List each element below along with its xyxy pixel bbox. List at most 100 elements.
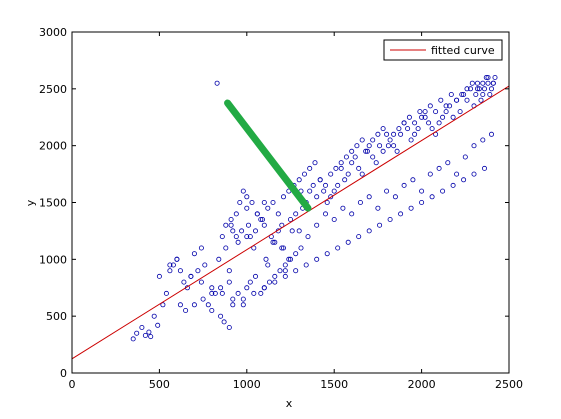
data-point — [258, 290, 264, 296]
data-point — [155, 322, 161, 328]
axes-layer: 0 500 1000 1500 2000 2500 0 500 1000 1500 2000 2500… — [39, 26, 523, 391]
data-point — [307, 188, 313, 194]
data-point — [433, 109, 439, 115]
data-point — [342, 177, 348, 183]
data-point — [314, 194, 320, 200]
data-point — [282, 273, 288, 279]
data-point — [387, 216, 393, 222]
data-point — [471, 171, 477, 177]
data-point — [483, 75, 489, 81]
data-point — [287, 256, 293, 262]
data-point — [266, 279, 272, 285]
data-point — [252, 228, 258, 234]
data-point — [487, 92, 493, 98]
y-tick-label: 1000 — [39, 253, 67, 266]
data-point — [422, 114, 428, 120]
data-point — [490, 80, 496, 86]
data-point — [481, 165, 487, 171]
data-point — [221, 319, 227, 325]
data-point — [195, 268, 201, 274]
data-point — [167, 262, 173, 268]
data-point — [335, 245, 341, 251]
data-point — [338, 165, 344, 171]
data-point — [139, 324, 145, 330]
data-point — [464, 86, 470, 92]
data-point — [354, 143, 360, 149]
data-point — [391, 131, 397, 137]
data-point — [408, 137, 414, 143]
data-point — [209, 285, 215, 291]
data-point — [417, 109, 423, 115]
y-tick-label: 2500 — [39, 83, 67, 96]
data-point — [272, 279, 278, 285]
data-point — [401, 120, 407, 126]
data-point — [258, 216, 264, 222]
data-point — [445, 160, 451, 166]
data-point — [384, 188, 390, 194]
x-axis-label: x — [286, 397, 293, 410]
data-point — [296, 177, 302, 183]
y-axis-label: y — [24, 199, 37, 206]
data-point — [235, 239, 241, 245]
data-point — [230, 296, 236, 302]
data-point — [422, 109, 428, 115]
data-point — [324, 251, 330, 257]
data-point — [396, 126, 402, 132]
data-point — [181, 279, 187, 285]
data-point — [480, 137, 486, 143]
data-point — [450, 182, 456, 188]
data-point — [338, 160, 344, 166]
data-point — [328, 171, 334, 177]
data-point — [228, 216, 234, 222]
data-point — [380, 126, 386, 132]
data-point — [279, 245, 285, 251]
data-point — [387, 137, 393, 143]
data-point — [191, 302, 197, 308]
data-point — [205, 302, 211, 308]
data-point — [160, 302, 166, 308]
data-point — [142, 332, 148, 338]
data-point — [310, 182, 316, 188]
data-point — [177, 302, 183, 308]
data-point — [352, 154, 358, 160]
data-point — [301, 171, 307, 177]
data-point — [261, 199, 267, 205]
data-point — [198, 245, 204, 251]
data-point — [473, 92, 479, 98]
legend: fitted curve — [383, 39, 503, 61]
data-point — [298, 245, 304, 251]
data-point — [230, 228, 236, 234]
data-point — [237, 199, 243, 205]
data-point — [252, 273, 258, 279]
data-point — [263, 256, 269, 262]
data-point — [170, 262, 176, 268]
data-point — [345, 239, 351, 245]
data-point — [312, 160, 318, 166]
data-point — [485, 75, 491, 81]
data-point — [163, 290, 169, 296]
data-point — [240, 296, 246, 302]
data-point — [349, 160, 355, 166]
data-point — [343, 154, 349, 160]
data-point — [375, 131, 381, 137]
data-point — [322, 182, 328, 188]
data-point — [345, 171, 351, 177]
data-point — [436, 120, 442, 126]
data-point — [296, 228, 302, 234]
data-point — [249, 199, 255, 205]
data-point — [247, 279, 253, 285]
data-point — [265, 262, 271, 268]
data-point — [261, 285, 267, 291]
data-point — [223, 222, 229, 228]
data-point — [275, 211, 281, 217]
data-point — [134, 330, 140, 336]
data-point — [244, 234, 250, 240]
data-point — [261, 222, 267, 228]
data-point — [331, 188, 337, 194]
data-point — [333, 165, 339, 171]
data-point — [380, 148, 386, 154]
x-tick-label: 2500 — [495, 378, 523, 391]
data-point — [440, 114, 446, 120]
data-point — [443, 103, 449, 109]
